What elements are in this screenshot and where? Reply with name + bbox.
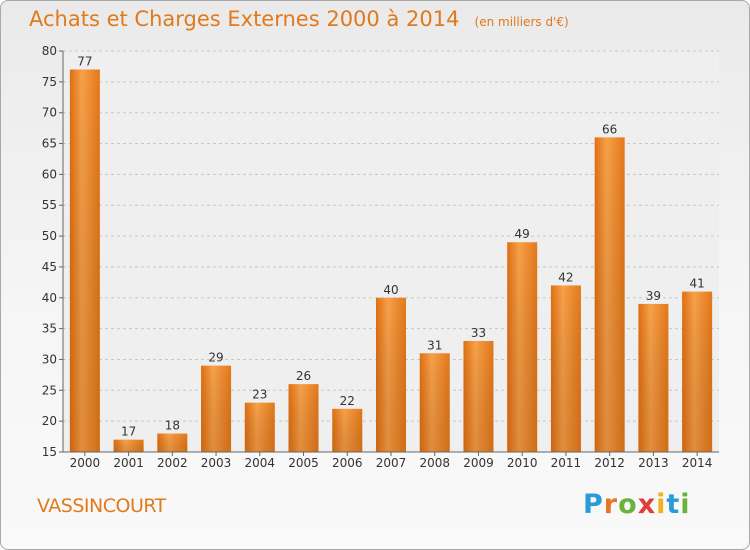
chart-title: Achats et Charges Externes 2000 à 2014 — [29, 7, 460, 31]
x-tick-label: 2008 — [419, 456, 450, 470]
x-tick-label: 2002 — [157, 456, 188, 470]
brand-letter: t — [666, 489, 681, 520]
brand-letter: P — [583, 489, 604, 520]
bar-value-label: 23 — [252, 388, 267, 402]
bar-shade — [332, 408, 363, 452]
bar-value-label: 26 — [296, 369, 311, 383]
y-tick-label: 50 — [42, 229, 57, 243]
bar-shade — [594, 137, 625, 452]
bar-shade — [157, 433, 188, 452]
x-tick-label: 2005 — [288, 456, 319, 470]
bar-shade — [507, 242, 538, 452]
y-tick-label: 30 — [42, 352, 57, 366]
bar-value-label: 77 — [77, 55, 92, 69]
bar-value-label: 39 — [646, 289, 661, 303]
bar-shade — [113, 439, 144, 452]
bar-shade — [682, 291, 713, 452]
y-tick-label: 20 — [42, 414, 57, 428]
bar-value-label: 17 — [121, 425, 136, 439]
bar-value-label: 49 — [515, 227, 530, 241]
bar-value-label: 66 — [602, 122, 617, 136]
y-tick-label: 45 — [42, 260, 57, 274]
y-tick-label: 65 — [42, 137, 57, 151]
bar-shade — [463, 340, 494, 452]
brand-letter: r — [603, 489, 619, 520]
bar-shade — [288, 384, 319, 452]
brand-logo: Proxiti — [583, 489, 691, 520]
y-tick-label: 40 — [42, 291, 57, 305]
bar-value-label: 33 — [471, 326, 486, 340]
bar-value-label: 40 — [383, 283, 398, 297]
axes: 15 20 25 30 35 40 45 50 55 60 65 70 75 80 2000 2001 2002… — [42, 44, 719, 470]
bar-value-label: 31 — [427, 338, 442, 352]
x-tick-label: 2004 — [245, 456, 276, 470]
x-tick-label: 2006 — [332, 456, 363, 470]
bar-value-label: 18 — [165, 418, 180, 432]
bar-value-label: 42 — [558, 270, 573, 284]
y-tick-label: 80 — [42, 44, 57, 58]
y-tick-label: 60 — [42, 167, 57, 181]
bar-value-label: 29 — [208, 351, 223, 365]
bar-shade — [419, 353, 450, 452]
x-tick-label: 2000 — [70, 456, 101, 470]
brand-letter: i — [656, 489, 667, 520]
bar-value-label: 41 — [689, 277, 704, 291]
bar-shade — [376, 297, 406, 452]
y-tick-label: 70 — [42, 106, 57, 120]
brand-letter: o — [618, 489, 638, 520]
y-tick-label: 75 — [42, 75, 57, 89]
y-tick-label: 35 — [42, 322, 57, 336]
bar-value-label: 22 — [340, 394, 355, 408]
x-tick-label: 2011 — [551, 456, 582, 470]
bar-shade — [244, 402, 275, 452]
bar-shade — [638, 303, 669, 452]
x-tick-label: 2003 — [201, 456, 232, 470]
bars: 77 17 18 29 23 26 22 40 31 33 49 42 66 39 41 — [69, 55, 713, 452]
brand-letter: i — [680, 489, 691, 520]
y-tick-label: 55 — [42, 198, 57, 212]
chart-subtitle: (en milliers d'€) — [474, 15, 569, 29]
title-row: Achats et Charges Externes 2000 à 2014 (… — [29, 7, 569, 31]
bar-shade — [69, 69, 100, 452]
x-tick-label: 2012 — [594, 456, 625, 470]
x-tick-label: 2013 — [638, 456, 669, 470]
y-tick-label: 25 — [42, 383, 57, 397]
x-tick-label: 2014 — [682, 456, 713, 470]
commune-name: VASSINCOURT — [37, 495, 166, 517]
x-tick-label: 2001 — [113, 456, 144, 470]
bar-shade — [550, 285, 581, 452]
x-tick-label: 2009 — [463, 456, 494, 470]
bar-shade — [201, 365, 232, 452]
x-tick-label: 2010 — [507, 456, 538, 470]
brand-letter: x — [637, 489, 657, 520]
y-tick-label: 15 — [42, 445, 57, 459]
x-tick-label: 2007 — [376, 456, 407, 470]
